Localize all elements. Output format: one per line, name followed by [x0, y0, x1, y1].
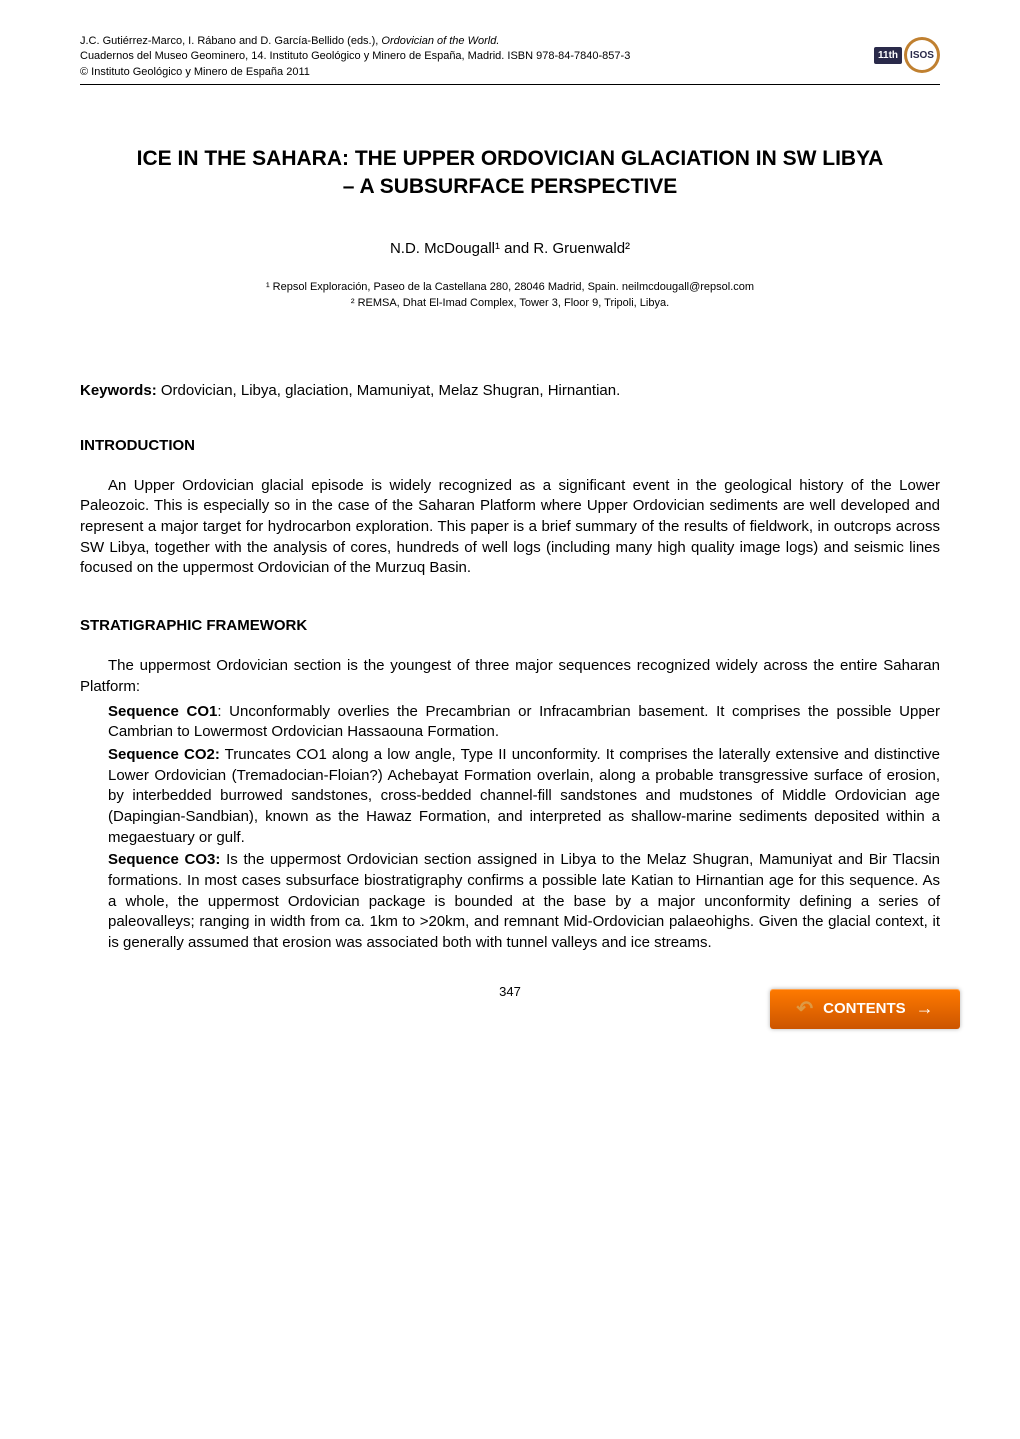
contents-label: CONTENTS — [823, 1000, 906, 1017]
page-root: J.C. Gutiérrez-Marco, I. Rábano and D. G… — [0, 0, 1020, 1039]
sequence-co2-block: Sequence CO2: Truncates CO1 along a low … — [108, 745, 940, 848]
affiliation-1: ¹ Repsol Exploración, Paseo de la Castel… — [266, 281, 754, 293]
title-line2: – A SUBSURFACE PERSPECTIVE — [343, 175, 678, 198]
logo-circle-text: ISOS — [904, 37, 940, 73]
section-heading-introduction: INTRODUCTION — [80, 437, 940, 454]
title-line1: ICE IN THE SAHARA: THE UPPER ORDOVICIAN … — [137, 147, 884, 170]
header-citation: J.C. Gutiérrez-Marco, I. Rábano and D. G… — [80, 34, 630, 80]
authors: N.D. McDougall¹ and R. Gruenwald² — [80, 240, 940, 257]
sequence-co2-label: Sequence CO2: — [108, 746, 220, 763]
framework-intro-paragraph: The uppermost Ordovician section is the … — [80, 656, 940, 697]
back-arrow-icon: ↶ — [796, 996, 813, 1021]
contents-button[interactable]: ↶ CONTENTS → — [770, 989, 960, 1029]
affiliation-2: ² REMSA, Dhat El-Imad Complex, Tower 3, … — [351, 297, 669, 309]
header-line3: © Instituto Geológico y Minero de España… — [80, 66, 310, 78]
introduction-paragraph: An Upper Ordovician glacial episode is w… — [80, 476, 940, 579]
sequence-co3-label: Sequence CO3: — [108, 851, 220, 868]
header-line2: Cuadernos del Museo Geominero, 14. Insti… — [80, 50, 630, 62]
sequence-co1-text: : Unconformably overlies the Precambrian… — [108, 703, 940, 741]
forward-arrow-icon: → — [916, 998, 934, 1019]
sequence-co3-text: Is the uppermost Ordovician section assi… — [108, 851, 940, 951]
sequence-co3-block: Sequence CO3: Is the uppermost Ordovicia… — [108, 850, 940, 953]
sequence-co1-label: Sequence CO1 — [108, 703, 217, 720]
keywords-row: Keywords: Ordovician, Libya, glaciation,… — [80, 382, 940, 399]
paper-title: ICE IN THE SAHARA: THE UPPER ORDOVICIAN … — [80, 145, 940, 202]
keywords-label: Keywords: — [80, 382, 157, 399]
page-number: 347 — [499, 984, 521, 999]
affiliations: ¹ Repsol Exploración, Paseo de la Castel… — [80, 279, 940, 312]
page-header: J.C. Gutiérrez-Marco, I. Rábano and D. G… — [80, 30, 940, 85]
logo-badge: 11th — [874, 47, 902, 64]
sequence-co2-text: Truncates CO1 along a low angle, Type II… — [108, 746, 940, 846]
sequence-co1-block: Sequence CO1: Unconformably overlies the… — [108, 702, 940, 743]
header-line1-italic: Ordovician of the World. — [381, 35, 499, 47]
header-line1-prefix: J.C. Gutiérrez-Marco, I. Rábano and D. G… — [80, 35, 381, 47]
section-heading-framework: STRATIGRAPHIC FRAMEWORK — [80, 617, 940, 634]
page-footer: 347 ↶ CONTENTS → — [80, 984, 940, 999]
keywords-text: Ordovician, Libya, glaciation, Mamuniyat… — [157, 382, 621, 399]
isos-logo: 11th ISOS — [870, 30, 940, 80]
